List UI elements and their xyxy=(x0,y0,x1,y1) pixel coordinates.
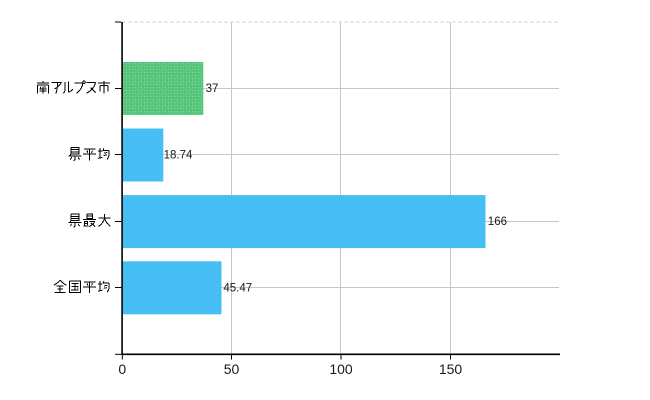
svg-text:166: 166 xyxy=(488,216,507,228)
svg-text:37: 37 xyxy=(206,83,219,95)
svg-text:150: 150 xyxy=(439,361,463,377)
svg-text:18.74: 18.74 xyxy=(164,150,193,162)
svg-text:50: 50 xyxy=(224,361,240,377)
svg-text:0: 0 xyxy=(118,361,126,377)
svg-text:100: 100 xyxy=(329,361,353,377)
svg-text:45.47: 45.47 xyxy=(223,282,252,294)
